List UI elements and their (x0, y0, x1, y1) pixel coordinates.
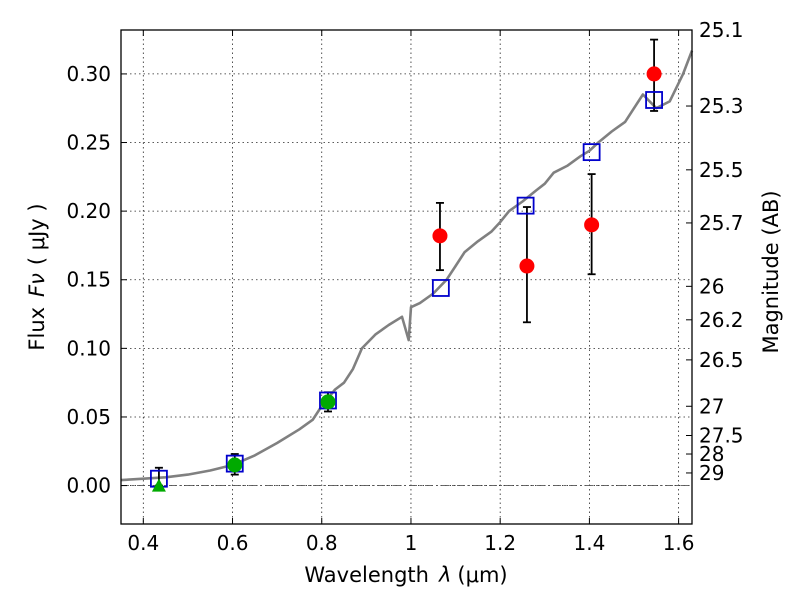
mag-tick-label: 27.5 (699, 423, 744, 447)
model-photometry-square (645, 91, 663, 109)
y-tick-label: 0.25 (66, 131, 111, 155)
spectrum-line (120, 50, 694, 482)
x-tick-label: 1 (405, 531, 418, 555)
x-tick-label: 1.4 (573, 531, 605, 555)
y-tick-label: 0.10 (66, 336, 111, 360)
mag-tick-label: 29 (699, 461, 724, 485)
x-axis: 0.4 0.6 0.8 1 1.2 1.4 1.6 (127, 30, 695, 555)
x-tick-label: 0.4 (127, 531, 159, 555)
y-axis-label: FluxFν( μJy ) (25, 203, 49, 350)
mag-tick-label: 28 (699, 442, 724, 466)
x-tick-label: 1.2 (484, 531, 516, 555)
plot-layer (120, 38, 694, 492)
y-tick-label: 0.30 (66, 62, 111, 86)
model-photometry-square (516, 196, 535, 215)
mag-tick-label: 26 (699, 274, 724, 298)
mag-tick-label: 25.3 (699, 94, 744, 118)
y-tick-label: 0.20 (66, 199, 111, 223)
x-tick-label: 0.8 (306, 531, 338, 555)
model-photometry-square (431, 279, 450, 297)
data-point (432, 228, 448, 244)
mag-tick-label: 25.1 (699, 18, 744, 42)
x-tick-label: 1.6 (663, 531, 695, 555)
model-photometry-square (582, 143, 601, 162)
mag-tick-label: 26.2 (699, 308, 744, 332)
x-axis-label: Wavelength λ (μm) (304, 563, 507, 587)
mag-tick-label: 25.5 (699, 158, 744, 182)
y-tick-label: 0.05 (66, 405, 111, 429)
data-point (227, 457, 243, 473)
data-point (646, 66, 662, 82)
mag-tick-label: 25.7 (699, 211, 744, 235)
data-point (320, 394, 336, 410)
data-point (584, 217, 600, 233)
mag-tick-label: 27 (699, 394, 724, 418)
grid-layer (121, 30, 692, 524)
y-axis: 0.00 0.05 0.10 0.15 0.20 0.25 0.30 (66, 62, 127, 498)
upper-limit-triangle (151, 478, 166, 492)
y-tick-label: 0.00 (66, 474, 111, 498)
plot-frame (120, 29, 693, 525)
right-axis-label: Magnitude (AB) (759, 190, 783, 353)
y-tick-label: 0.15 (66, 268, 111, 292)
data-point (519, 258, 535, 274)
mag-tick-label: 26.5 (699, 348, 744, 372)
x-tick-label: 0.6 (217, 531, 249, 555)
